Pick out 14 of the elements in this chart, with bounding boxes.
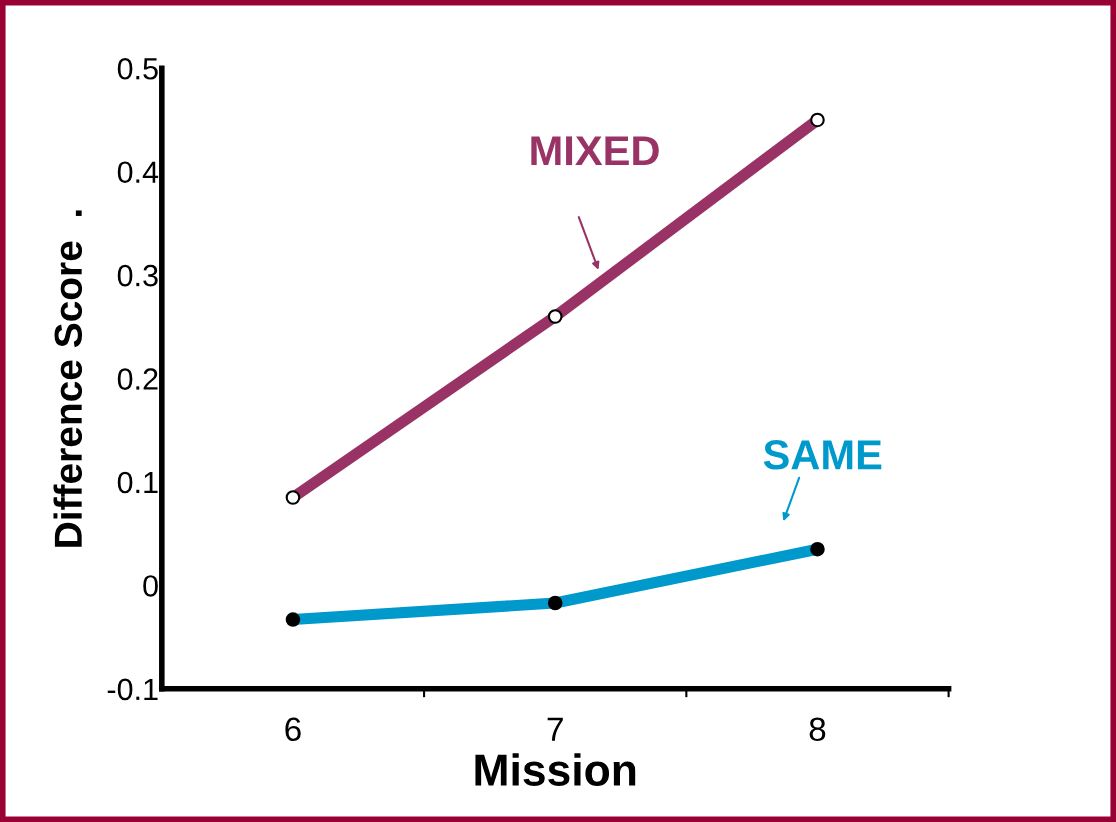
y-axis-title: Difference Score . xyxy=(53,210,83,547)
y-tick-label: 0.3 xyxy=(117,264,158,287)
y-tick-label: 0.4 xyxy=(117,161,159,184)
y-tick-label: 0.2 xyxy=(117,368,158,390)
text: SAME xyxy=(763,440,882,470)
x-axis-title: Mission xyxy=(475,753,636,786)
y-tick-label: 0.5 xyxy=(117,57,158,80)
series-label: MIXED xyxy=(531,136,659,166)
y-tick-label: -0.1 xyxy=(107,678,158,701)
x-tick-label: 7 xyxy=(547,717,563,741)
x-tick-label: 6 xyxy=(285,717,301,742)
x-tick-label: 8 xyxy=(809,717,826,742)
y-tick-label: 0 xyxy=(143,575,158,597)
y-tick-label: 0.1 xyxy=(117,471,158,494)
